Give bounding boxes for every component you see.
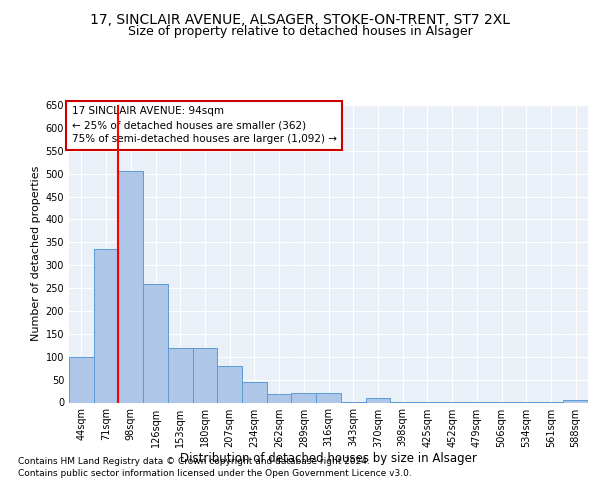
Bar (292, 394, 316, 402)
Text: 17 SINCLAIR AVENUE: 94sqm
← 25% of detached houses are smaller (362)
75% of semi: 17 SINCLAIR AVENUE: 94sqm ← 25% of detac… (71, 106, 337, 144)
Text: Contains HM Land Registry data © Crown copyright and database right 2024.: Contains HM Land Registry data © Crown c… (18, 457, 370, 466)
Bar (316, 394, 341, 402)
X-axis label: Distribution of detached houses by size in Alsager: Distribution of detached houses by size … (180, 452, 477, 466)
Text: Size of property relative to detached houses in Alsager: Size of property relative to detached ho… (128, 25, 472, 38)
Bar (217, 366, 242, 403)
Text: 17, SINCLAIR AVENUE, ALSAGER, STOKE-ON-TRENT, ST7 2XL: 17, SINCLAIR AVENUE, ALSAGER, STOKE-ON-T… (90, 12, 510, 26)
Bar (563, 400, 588, 402)
Y-axis label: Number of detached properties: Number of detached properties (31, 166, 41, 342)
Bar (193, 348, 217, 403)
Text: Contains public sector information licensed under the Open Government Licence v3: Contains public sector information licen… (18, 468, 412, 477)
Bar (168, 348, 193, 403)
Bar (267, 394, 292, 402)
Bar (143, 284, 168, 403)
Bar (118, 172, 143, 402)
Bar (365, 398, 390, 402)
Bar (94, 249, 118, 402)
Bar (242, 382, 267, 402)
Bar (69, 356, 94, 403)
